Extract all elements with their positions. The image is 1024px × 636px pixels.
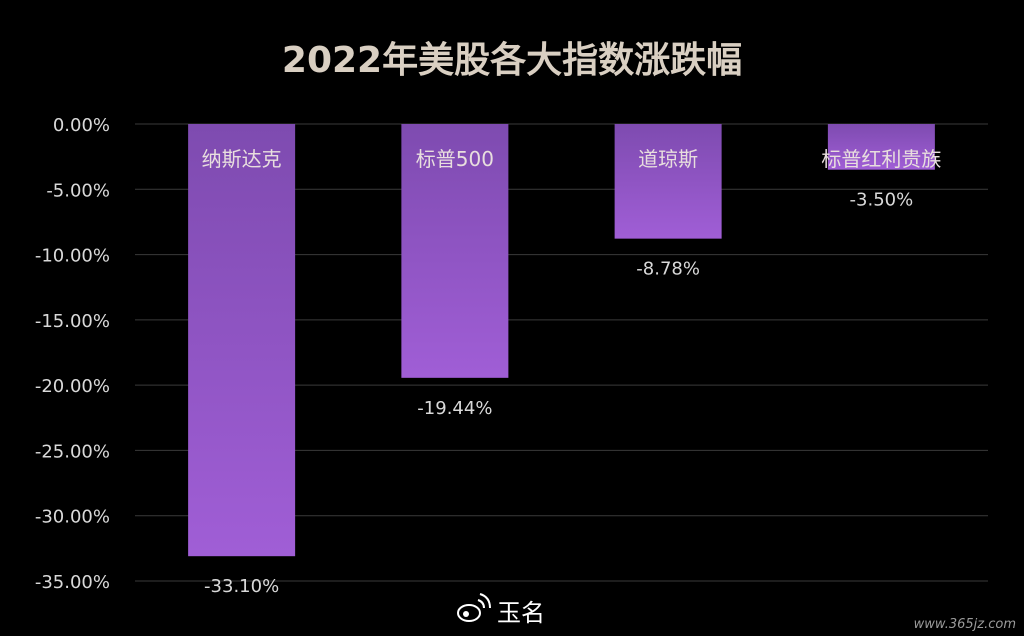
category-label: 纳斯达克 [202,147,282,171]
y-axis-ticks: 0.00% -5.00% -10.00% -15.00% -20.00% -25.00% -… [35,115,110,593]
bars [188,124,935,557]
y-tick-label: -30.00% [35,507,110,528]
data-label: -19.44% [417,398,492,419]
category-label: 标普500 [416,147,494,171]
y-tick-label: -10.00% [35,246,110,267]
y-tick-label: -35.00% [35,572,110,593]
y-tick-label: -20.00% [35,376,110,397]
labels: 纳斯达克 -33.10% 标普500 -19.44% 道琼斯 -8.78% 标普红利贵族 -3… [202,147,942,597]
watermark: 玉名 www.365jz.com [457,593,1016,632]
category-label: 标普红利贵族 [821,147,941,171]
bar [827,124,935,170]
y-tick-label: -5.00% [46,180,110,201]
weibo-icon [457,593,491,622]
y-tick-label: -15.00% [35,311,110,332]
data-label: -3.50% [850,190,914,211]
chart-title: 2022年美股各大指数涨跌幅 [282,40,742,81]
bar [188,124,296,557]
y-tick-label: 0.00% [53,115,110,136]
watermark-site: www.365jz.com [914,617,1016,632]
bar [614,124,722,239]
data-label: -8.78% [636,259,700,280]
category-label: 道琼斯 [638,147,698,171]
bar [401,124,509,378]
data-label: -33.10% [204,576,279,597]
watermark-author: 玉名 [497,599,545,627]
y-tick-label: -25.00% [35,441,110,462]
